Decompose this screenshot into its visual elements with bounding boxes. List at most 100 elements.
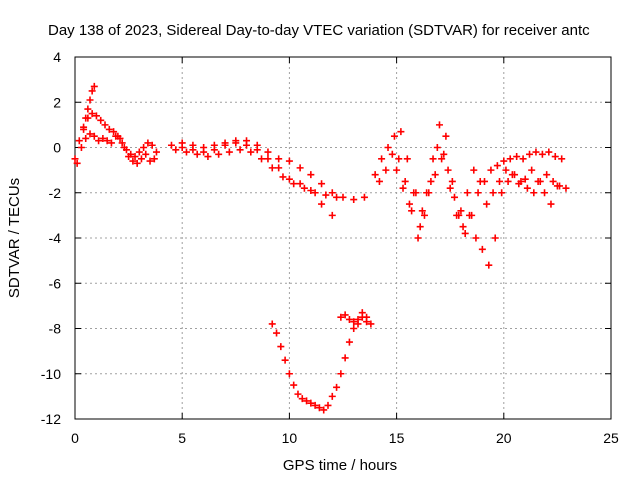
data-point xyxy=(290,180,298,188)
x-tick-label: 0 xyxy=(71,430,79,446)
data-point xyxy=(307,186,315,194)
data-point xyxy=(311,189,319,197)
y-tick-label: -4 xyxy=(49,230,62,246)
data-point xyxy=(438,155,446,163)
x-tick-label: 25 xyxy=(603,430,619,446)
data-point xyxy=(279,173,287,181)
x-axis-label: GPS time / hours xyxy=(283,457,397,474)
y-tick-label: 2 xyxy=(53,94,61,110)
data-point xyxy=(232,137,240,145)
data-point xyxy=(253,141,261,149)
data-point xyxy=(77,144,85,151)
data-point xyxy=(86,96,94,104)
data-point xyxy=(547,200,555,208)
data-point xyxy=(363,318,371,326)
data-point xyxy=(328,189,336,197)
data-point xyxy=(75,137,83,145)
data-point xyxy=(268,320,276,328)
data-point xyxy=(532,148,540,156)
data-point xyxy=(84,105,92,113)
data-point xyxy=(465,211,473,219)
series-early-morning-spike xyxy=(80,82,98,133)
data-point xyxy=(498,189,506,197)
data-points xyxy=(71,82,570,414)
data-point xyxy=(483,200,491,208)
data-point xyxy=(420,211,428,219)
y-tick-label: 4 xyxy=(53,49,61,65)
x-tick-label: 5 xyxy=(178,430,186,446)
data-point xyxy=(528,166,536,174)
data-point xyxy=(264,155,272,163)
data-point xyxy=(502,166,510,174)
data-point xyxy=(337,370,345,378)
data-point xyxy=(446,184,454,192)
data-point xyxy=(337,313,345,321)
data-point xyxy=(290,381,298,389)
data-point xyxy=(120,144,128,151)
data-point xyxy=(388,150,396,158)
data-point xyxy=(382,166,390,174)
data-point xyxy=(508,171,516,179)
data-point xyxy=(285,175,293,183)
series-day-track-c xyxy=(178,137,368,204)
data-point xyxy=(414,234,422,242)
data-point xyxy=(493,162,501,170)
data-point xyxy=(86,130,94,138)
y-tick-label: -10 xyxy=(41,366,61,382)
data-point xyxy=(457,207,465,215)
data-point xyxy=(354,320,362,328)
data-point xyxy=(431,171,439,179)
data-point xyxy=(189,141,197,149)
data-point xyxy=(133,159,141,167)
data-point xyxy=(73,159,81,167)
data-point xyxy=(521,175,529,183)
data-point xyxy=(258,155,266,163)
data-point xyxy=(416,223,424,231)
data-point xyxy=(243,137,251,145)
data-point xyxy=(135,148,143,156)
data-point xyxy=(152,148,160,156)
data-point xyxy=(435,121,443,129)
data-point xyxy=(408,207,416,215)
data-point xyxy=(429,155,437,163)
data-point xyxy=(140,144,148,151)
data-point xyxy=(200,144,208,151)
data-point xyxy=(427,177,435,185)
data-point xyxy=(395,155,403,163)
data-point xyxy=(285,370,293,378)
data-point xyxy=(324,401,332,409)
data-point xyxy=(440,150,448,158)
data-point xyxy=(273,329,281,337)
data-point xyxy=(403,155,411,163)
data-point xyxy=(268,164,276,172)
data-point xyxy=(247,148,255,156)
data-point xyxy=(118,139,126,147)
data-point xyxy=(433,144,441,151)
data-point xyxy=(215,150,223,158)
data-point xyxy=(167,141,175,149)
data-point xyxy=(545,148,553,156)
data-point xyxy=(444,166,452,174)
data-point xyxy=(322,191,330,199)
data-point xyxy=(384,144,392,151)
data-point xyxy=(470,166,478,174)
data-point xyxy=(448,177,456,185)
data-point xyxy=(97,116,105,124)
data-point xyxy=(425,189,433,197)
data-point xyxy=(275,155,283,163)
data-point xyxy=(506,155,514,163)
data-point xyxy=(315,404,323,412)
data-point xyxy=(71,155,79,163)
data-point xyxy=(478,245,486,253)
data-point xyxy=(360,193,368,201)
series-night-dip xyxy=(268,309,371,414)
y-tick-label: -12 xyxy=(41,411,61,427)
data-point xyxy=(553,182,561,190)
data-point xyxy=(534,177,542,185)
data-point xyxy=(131,153,139,161)
data-point xyxy=(375,177,383,185)
data-point xyxy=(541,189,549,197)
data-point xyxy=(172,146,180,154)
